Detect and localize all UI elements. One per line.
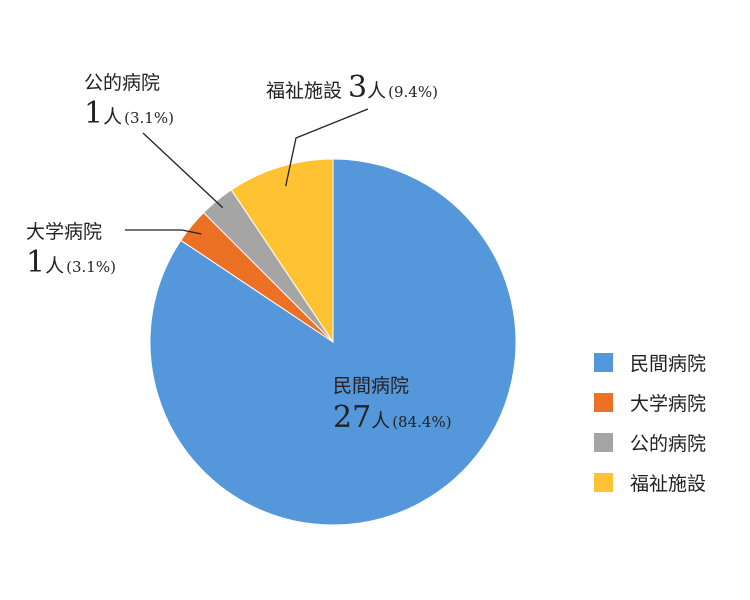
slice-label-count: 1: [84, 96, 103, 131]
data-label-fukushi: 福祉施設 3人 (9.4%): [266, 70, 438, 105]
data-label-minkan: 民間病院 27人 (84.4%): [333, 375, 452, 435]
slice-label-percent: (3.1%): [66, 258, 116, 276]
legend-swatch: [594, 433, 613, 452]
leader-line: [285, 108, 369, 187]
slice-label-name: 民間病院: [333, 375, 409, 397]
legend-item: 公的病院: [594, 433, 706, 455]
slice-label-count: 3: [348, 70, 367, 105]
legend: 民間病院 大学病院 公的病院 福祉施設: [594, 353, 706, 495]
legend-swatch: [594, 473, 613, 492]
legend-label: 大学病院: [630, 393, 706, 415]
svg-text:1人(3.1%): 1人 (3.1%): [26, 245, 116, 280]
legend-label: 民間病院: [630, 353, 706, 375]
slice-label-unit: 人: [367, 80, 386, 102]
slice-label-unit: 人: [103, 106, 122, 128]
legend-item: 民間病院: [594, 353, 706, 375]
legend-label: 公的病院: [630, 433, 706, 455]
legend-item: 大学病院: [594, 393, 706, 415]
svg-text:27人(84.4%): 27人 (84.4%): [333, 400, 452, 435]
legend-swatch: [594, 353, 613, 372]
slice-label-count: 1: [26, 245, 45, 280]
svg-text:1人(3.1%): 1人 (3.1%): [84, 96, 174, 131]
data-label-daigaku: 大学病院 1人 (3.1%): [26, 221, 116, 280]
slice-label-percent: (3.1%): [124, 109, 174, 127]
leader-line: [125, 229, 202, 235]
legend-label: 福祉施設: [630, 473, 706, 495]
legend-swatch: [594, 393, 613, 412]
leader-line: [142, 132, 224, 209]
pie-slices: [149, 158, 517, 526]
slice-label-name: 大学病院: [26, 221, 102, 243]
slice-label-unit: 人: [371, 410, 390, 432]
legend-item: 福祉施設: [594, 473, 706, 495]
slice-label-name: 福祉施設: [266, 80, 342, 102]
data-label-koteki: 公的病院 1人 (3.1%): [84, 72, 174, 131]
slice-label-percent: (9.4%): [388, 83, 438, 101]
slice-label-unit: 人: [45, 255, 64, 277]
slice-label-count: 27: [333, 400, 371, 435]
leader-lines: [125, 108, 369, 235]
slice-label-percent: (84.4%): [392, 413, 451, 431]
slice-label-name: 公的病院: [84, 72, 160, 94]
pie-slice: [230, 158, 334, 344]
